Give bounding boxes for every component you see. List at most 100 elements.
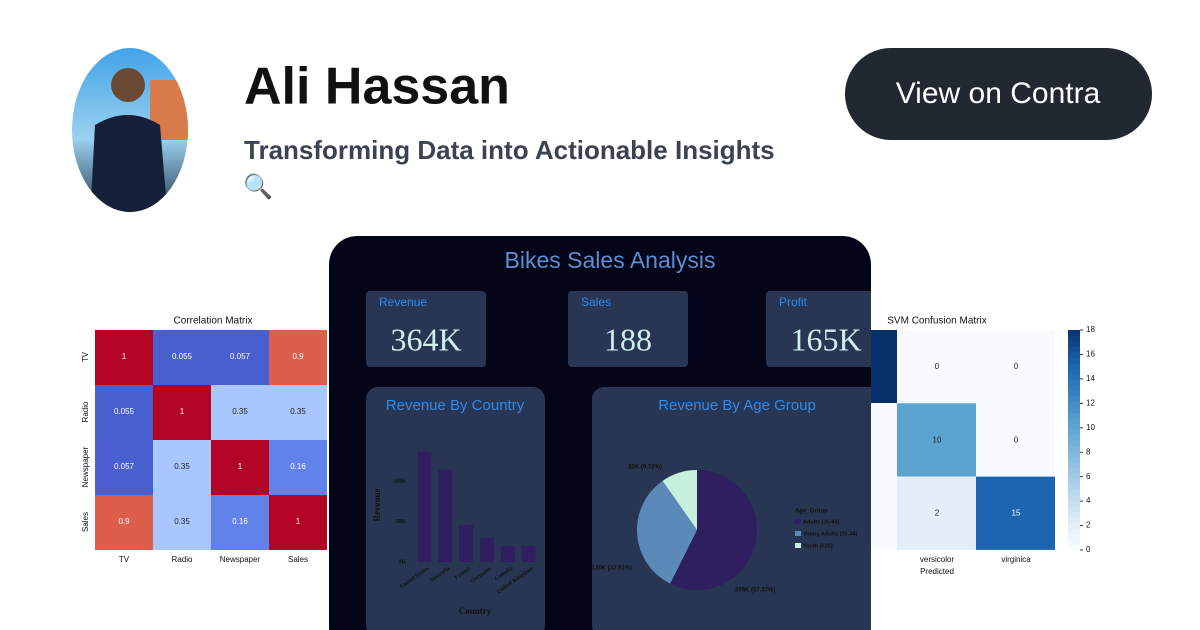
- view-button[interactable]: [845, 48, 1152, 140]
- colorbar-segment: [1068, 346, 1080, 353]
- y-tick-label: 0K: [398, 559, 406, 565]
- chart-title: SVM Confusion Matrix: [887, 316, 986, 327]
- cell-label: 0.35: [290, 407, 306, 416]
- chart-title: Correlation Matrix: [174, 316, 253, 327]
- x-axis-label: Country: [459, 606, 492, 616]
- profile-tagline: Transforming Data into Actionable Insigh…: [244, 135, 775, 165]
- colorbar-segment: [1068, 456, 1080, 463]
- view-button-label[interactable]: View on Contra: [896, 77, 1101, 110]
- colorbar-segment: [1068, 522, 1080, 529]
- colorbar-segment: [1068, 473, 1080, 479]
- heatmap-cell: [897, 403, 976, 477]
- cell-label: 0.057: [114, 462, 135, 471]
- colorbar-label: 6: [1086, 472, 1091, 481]
- heatmap-cell: [95, 385, 153, 440]
- colorbar-segment: [1068, 401, 1080, 408]
- colorbar-label: 10: [1086, 423, 1095, 432]
- cell-label: 2: [935, 509, 940, 518]
- x-tick-label: Newspaper: [220, 555, 261, 564]
- cell-label: 0: [1014, 362, 1019, 371]
- colorbar-segment: [1068, 396, 1080, 402]
- bar: [521, 545, 536, 562]
- colorbar-label: 18: [1086, 325, 1095, 334]
- colorbar-segment: [1068, 374, 1080, 380]
- colorbar-segment: [1068, 500, 1080, 507]
- y-axis-label: Revenue: [372, 489, 382, 522]
- colorbar-segment: [1068, 539, 1080, 545]
- colorbar-segment: [1068, 478, 1080, 485]
- cell-label: 0.16: [290, 462, 306, 471]
- heatmap-cell: [897, 476, 976, 550]
- colorbar-segment: [1068, 379, 1080, 386]
- kpi-value: 188: [604, 321, 652, 357]
- colorbar-segment: [1068, 429, 1080, 435]
- cell-label: 10: [933, 435, 942, 444]
- avatar: [72, 48, 188, 212]
- heatmap-cell: [153, 440, 211, 495]
- panel: [366, 387, 545, 630]
- colorbar-segment: [1068, 357, 1080, 364]
- colorbar-label: 4: [1086, 496, 1091, 505]
- heatmap-cell: [95, 330, 153, 385]
- x-tick-label: Radio: [172, 555, 193, 564]
- legend-label: Adults (35-64): [803, 519, 840, 525]
- y-tick-label: Radio: [81, 401, 90, 422]
- bar: [459, 524, 474, 562]
- correlation-matrix: Correlation Matrix 1 0.055 0.057 0.9 0.055 1 0.…: [81, 316, 327, 564]
- kpi-card: [766, 291, 871, 367]
- colorbar-segment: [1068, 489, 1080, 496]
- heatmap-cell: [976, 476, 1055, 550]
- x-tick-label: TV: [119, 555, 130, 564]
- heatmap-cell: [211, 440, 269, 495]
- x-tick-label: Sales: [288, 555, 308, 564]
- kpi-label: Revenue: [379, 295, 427, 309]
- cell-label: 1: [238, 462, 243, 471]
- slice-label: 35K (9.72%): [628, 465, 662, 471]
- cell-label: 0.35: [232, 407, 248, 416]
- colorbar-segment: [1068, 451, 1080, 457]
- colorbar-segment: [1068, 407, 1080, 413]
- cell-label: 1: [122, 352, 127, 361]
- cell-label: 0.055: [114, 407, 135, 416]
- colorbar-label: 0: [1086, 545, 1091, 554]
- colorbar-segment: [1068, 544, 1080, 551]
- colorbar-segment: [1068, 467, 1080, 474]
- bar: [417, 451, 432, 562]
- cell-label: 0: [1014, 435, 1019, 444]
- cell-label: 0.16: [232, 517, 248, 526]
- legend-label: Young Adults (25-34): [803, 531, 858, 537]
- cell-label: 1: [180, 407, 185, 416]
- heatmap-cell: [95, 440, 153, 495]
- legend-title: Age_Group: [795, 509, 828, 515]
- cell-label: 0.057: [230, 352, 251, 361]
- colorbar-segment: [1068, 506, 1080, 512]
- colorbar-segment: [1068, 412, 1080, 419]
- kpi-card: [366, 291, 486, 367]
- pie-slice: [662, 470, 697, 530]
- y-tick-label: TV: [81, 351, 90, 362]
- colorbar-segment: [1068, 528, 1080, 534]
- x-tick-label: versicolor: [920, 555, 955, 564]
- x-axis-label: Predicted: [920, 567, 954, 576]
- heatmap-cell: [211, 330, 269, 385]
- colorbar-segment: [1068, 335, 1080, 342]
- kpi-label: Sales: [581, 295, 611, 309]
- colorbar-label: 12: [1086, 398, 1095, 407]
- cell-label: 1: [296, 517, 301, 526]
- kpi-card: [568, 291, 688, 367]
- dashboard-title: Bikes Sales Analysis: [505, 247, 716, 273]
- colorbar-segment: [1068, 533, 1080, 540]
- heatmap-cell: [976, 403, 1055, 477]
- colorbar-segment: [1068, 423, 1080, 430]
- y-tick-label: 100K: [392, 478, 406, 484]
- slice-label: 209K (57.37%): [735, 588, 775, 594]
- heatmap-cell: [269, 330, 327, 385]
- bar: [438, 469, 453, 562]
- colorbar-segment: [1068, 440, 1080, 446]
- legend-swatch: [795, 543, 801, 548]
- heatmap-cell: [269, 440, 327, 495]
- colorbar-segment: [1068, 511, 1080, 518]
- colorbar-segment: [1068, 484, 1080, 490]
